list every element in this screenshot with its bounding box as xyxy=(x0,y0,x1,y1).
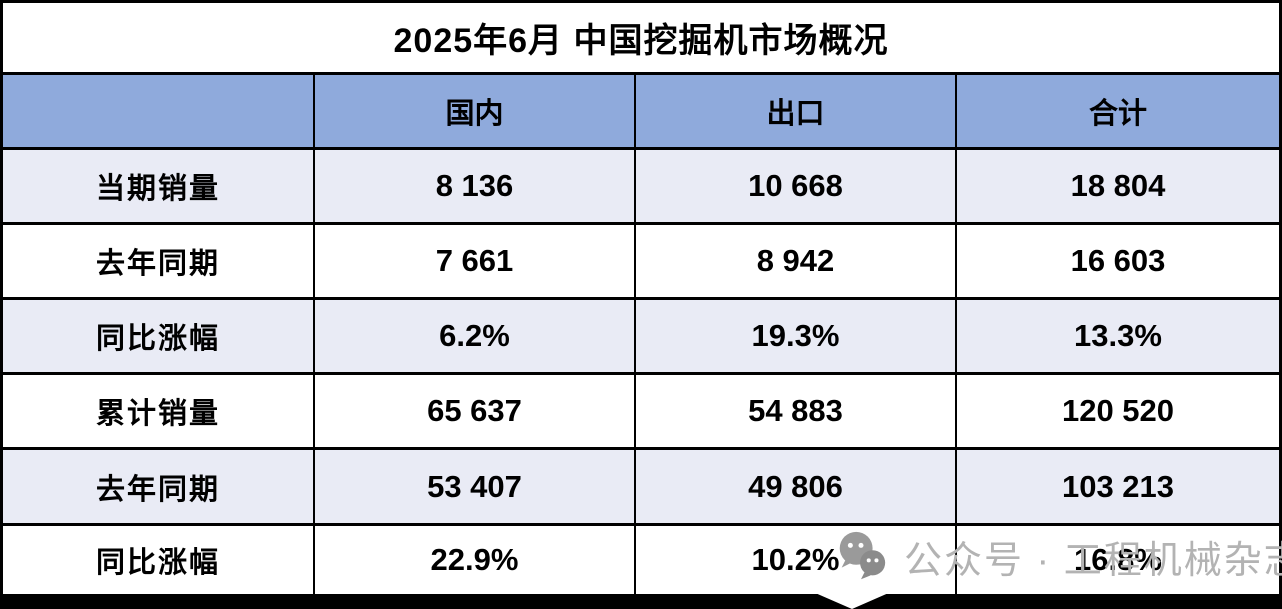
cell-value: 22.9% xyxy=(315,526,636,594)
header-cell-empty xyxy=(3,75,315,147)
cell-value: 16 603 xyxy=(1070,243,1166,278)
bottom-border-bar xyxy=(0,594,1282,609)
row-label: 累计销量 xyxy=(3,375,315,447)
cell-value: 53 407 xyxy=(315,450,636,523)
table-row: 累计销量 65 637 54 883 120 520 xyxy=(3,375,1279,450)
row-label: 同比涨幅 xyxy=(3,526,315,594)
cell-value: 8 942 xyxy=(636,225,957,297)
cell-value: 18 804 xyxy=(1070,168,1166,203)
cell-value: 10.2% xyxy=(636,526,957,594)
row-label: 去年同期 xyxy=(3,225,315,297)
header-cell-domestic: 国内 xyxy=(315,75,636,147)
cell-value: 19.3% xyxy=(636,300,957,372)
cell-value: 120 520 xyxy=(1061,393,1175,428)
table-header-row: 国内 出口 合计 xyxy=(3,75,1279,150)
row-label: 当期销量 xyxy=(3,150,315,222)
cell-value: 6.2% xyxy=(315,300,636,372)
table-row: 当期销量 8 136 10 668 18 804 xyxy=(3,150,1279,225)
cell-value: 103 213 xyxy=(1061,468,1175,504)
cell-value: 13.3% xyxy=(1074,318,1162,353)
cell-value: 16.8% xyxy=(1074,542,1162,577)
table-row: 去年同期 53 407 49 806 103 213 xyxy=(3,450,1279,526)
cell-value: 65 637 xyxy=(315,375,636,447)
page-title: 2025年6月 中国挖掘机市场概况 xyxy=(3,3,1279,75)
cell-value: 54 883 xyxy=(636,375,957,447)
header-cell-export: 出口 xyxy=(636,75,957,147)
header-cell-total: 合计 xyxy=(1088,98,1147,130)
table-row: 同比涨幅 6.2% 19.3% 13.3% xyxy=(3,300,1279,375)
row-label: 同比涨幅 xyxy=(3,300,315,372)
cell-value: 7 661 xyxy=(315,225,636,297)
row-label: 去年同期 xyxy=(3,450,315,523)
cell-value: 49 806 xyxy=(636,450,957,523)
table-row: 去年同期 7 661 8 942 16 603 xyxy=(3,225,1279,300)
table-row: 同比涨幅 22.9% 10.2% 16.8% xyxy=(3,526,1279,594)
cell-value: 8 136 xyxy=(315,150,636,222)
cell-value: 10 668 xyxy=(636,150,957,222)
bottom-notch-triangle xyxy=(813,592,891,609)
